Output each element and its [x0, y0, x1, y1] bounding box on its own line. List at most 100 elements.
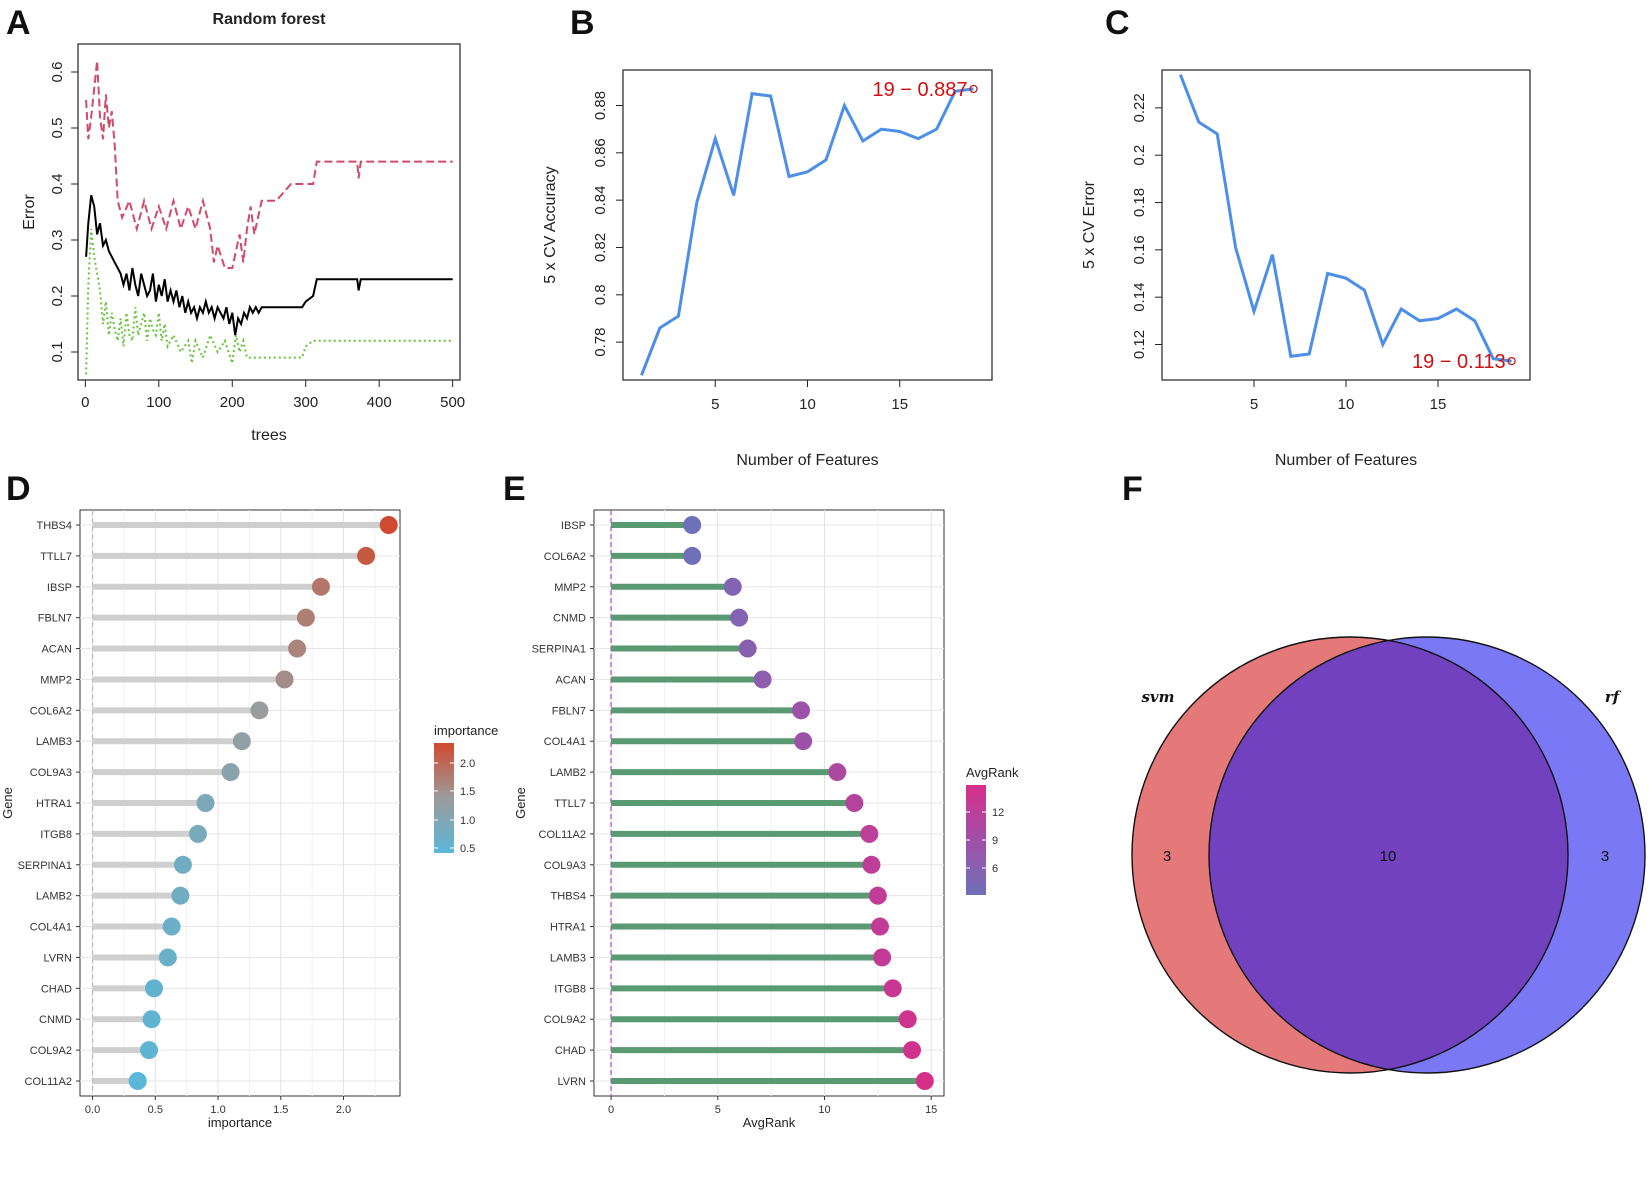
x-axis-label: importance	[208, 1115, 272, 1130]
x-tick-label: 10	[818, 1104, 830, 1116]
legend-title: AvgRank	[966, 765, 1019, 780]
series-line-oob	[85, 194, 453, 336]
series-line-class-1	[85, 60, 453, 269]
lollipop-dot	[275, 670, 294, 689]
x-tick-label: 2.0	[336, 1104, 351, 1116]
legend-colorbar	[434, 743, 454, 853]
gene-label: LAMB3	[36, 736, 72, 748]
y-tick-label: 0.82	[592, 233, 609, 262]
gene-label: COL11A2	[539, 829, 587, 841]
y-tick-label: 0.88	[592, 91, 609, 120]
panel-c-cv-error: 5 10 15 0.12 0.14 0.16 0.18 0.2 0.22 Number of Fe…	[1081, 69, 1531, 469]
lollipop-dot	[723, 577, 742, 596]
gene-label: IBSP	[561, 520, 586, 532]
legend-tick-label: 12	[992, 807, 1004, 819]
gene-label: LVRN	[557, 1076, 586, 1088]
best-point-annotation: 19 − 0.887	[872, 79, 967, 101]
gene-label: CHAD	[555, 1045, 586, 1057]
legend-tick-label: 1.5	[460, 786, 475, 798]
y-tick-label: 0.78	[592, 328, 609, 357]
gene-label: COL6A2	[30, 705, 72, 717]
y-tick-label: 0.14	[1131, 283, 1148, 312]
x-tick-label: 5	[1250, 396, 1258, 413]
venn-count-rf-only: 3	[1601, 848, 1609, 865]
lollipop-dot	[828, 763, 847, 782]
gene-label: SERPINA1	[18, 860, 72, 872]
gene-label: HTRA1	[36, 798, 72, 810]
lollipop-dot	[868, 886, 887, 905]
legend-colorbar	[966, 785, 986, 895]
lollipop-dot	[171, 886, 190, 905]
legend-tick-label: 2.0	[460, 758, 475, 770]
gene-label: HTRA1	[550, 922, 586, 934]
panel-b-cv-accuracy: 5 10 15 0.78 0.8 0.82 0.84 0.86 0.88 Number of Fe…	[542, 69, 993, 469]
y-tick-label: 0.12	[1131, 330, 1148, 359]
gene-label: LAMB3	[550, 952, 586, 964]
lollipop-dot	[379, 516, 398, 534]
lollipop-dot	[792, 701, 811, 720]
x-tick-label: 1.0	[210, 1104, 225, 1116]
x-axis-label: AvgRank	[743, 1115, 796, 1130]
lollipop-dot	[753, 670, 772, 689]
lollipop-dot	[173, 855, 192, 874]
x-tick-label: 15	[1430, 396, 1447, 413]
lollipop-dot	[250, 701, 269, 720]
legend-tick-label: 6	[992, 863, 998, 875]
x-tick-label: 5	[711, 396, 719, 413]
y-tick-label: 0.4	[49, 174, 66, 195]
gene-label: CHAD	[41, 983, 72, 995]
lollipop-dot	[883, 979, 902, 998]
best-point-marker	[1507, 356, 1516, 366]
lollipop-dot	[288, 639, 307, 658]
gene-label: COL9A3	[544, 860, 586, 872]
gene-label: COL11A2	[25, 1076, 73, 1088]
panel-label-a: A	[6, 4, 31, 42]
lollipop-dot	[898, 1010, 917, 1029]
gene-label: FBLN7	[552, 705, 586, 717]
lollipop-dot	[162, 917, 181, 936]
lollipop-dot	[873, 948, 892, 967]
lollipop-dot	[232, 732, 251, 751]
y-tick-label: 0.2	[49, 286, 66, 307]
panel-label-d: D	[6, 470, 31, 508]
lollipop-dot	[142, 1010, 161, 1029]
lollipop-dot	[845, 794, 864, 812]
lollipop-dot	[870, 917, 889, 936]
legend-tick-label: 0.5	[460, 843, 475, 855]
x-tick-label: 10	[799, 396, 816, 413]
x-tick-label: 0.5	[148, 1104, 163, 1116]
y-tick-label: 0.6	[49, 62, 66, 83]
venn-count-intersection: 10	[1380, 848, 1397, 865]
panel-d-importance-lollipop: THBS4 TTLL7 IBSP FBLN7 ACAN MMP2 COL6A2 LAMB3 CO…	[0, 509, 498, 1130]
y-axis-label: Error	[21, 194, 38, 230]
lollipop-dot	[902, 1041, 921, 1060]
gene-label: THBS4	[37, 520, 72, 532]
x-tick-label: 500	[440, 394, 465, 411]
gene-label: ITGB8	[40, 829, 72, 841]
lollipop-dot	[738, 639, 757, 658]
venn-count-svm-only: 3	[1163, 848, 1171, 865]
plot-frame	[1161, 69, 1531, 381]
venn-outline-rf	[1208, 636, 1646, 1074]
y-axis-label: 5 x CV Accuracy	[542, 166, 559, 283]
x-tick-label: 300	[293, 394, 318, 411]
y-axis-label: Gene	[513, 787, 528, 819]
gene-label: COL6A2	[544, 551, 586, 563]
lollipop-dot	[128, 1072, 147, 1090]
cv-line	[1179, 74, 1512, 363]
gene-label: CNMD	[553, 613, 586, 625]
x-tick-label: 15	[891, 396, 908, 413]
y-tick-label: 0.22	[1131, 93, 1148, 122]
panel-a-random-forest: Random forest trees Error 0 100 200 300 400 500 0…	[21, 11, 465, 444]
y-axis-label: 5 x CV Error	[1081, 180, 1098, 269]
x-tick-label: 400	[367, 394, 392, 411]
gene-label: ACAN	[41, 644, 72, 656]
x-tick-label: 0	[608, 1104, 614, 1116]
x-axis-label: Number of Features	[736, 452, 878, 469]
plot-frame	[622, 69, 993, 381]
gene-label: MMP2	[554, 582, 586, 594]
x-tick-label: 200	[220, 394, 245, 411]
x-tick-label: 5	[715, 1104, 721, 1116]
series-line-class-2	[85, 228, 453, 375]
